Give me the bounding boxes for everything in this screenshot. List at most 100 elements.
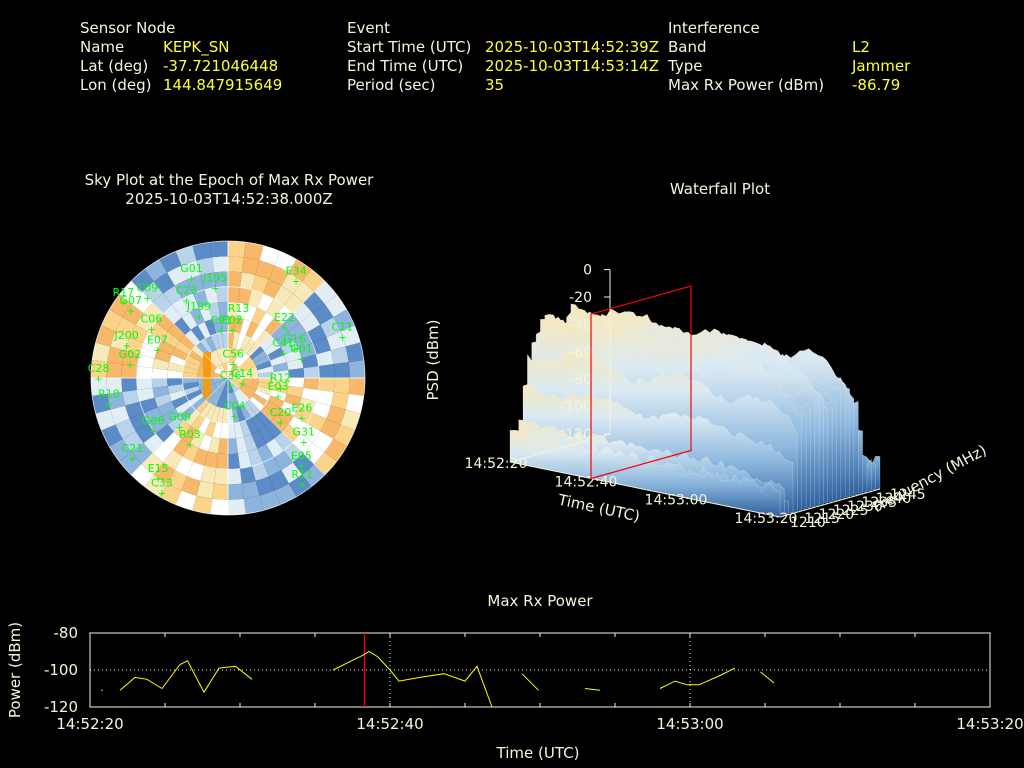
sky-cell bbox=[217, 363, 228, 378]
sky-cell bbox=[239, 420, 252, 437]
sky-cell bbox=[238, 356, 257, 373]
sky-cell bbox=[243, 304, 258, 322]
sky-cell bbox=[307, 324, 327, 344]
satellite-marker: + bbox=[298, 413, 306, 424]
sky-cell bbox=[197, 321, 211, 339]
sky-cell bbox=[257, 293, 274, 313]
sky-cell bbox=[218, 301, 228, 318]
satellite-label: J195 bbox=[202, 272, 227, 285]
sky-cell bbox=[292, 281, 315, 303]
sky-cell bbox=[288, 259, 312, 282]
sky-cell bbox=[115, 317, 136, 338]
sky-cell bbox=[228, 367, 243, 378]
sky-cell bbox=[273, 378, 289, 386]
satellite-label: E03 bbox=[268, 380, 289, 393]
sky-cell bbox=[256, 385, 273, 396]
sky-cell bbox=[228, 408, 234, 424]
sky-cell bbox=[143, 332, 163, 349]
sky-cell bbox=[250, 414, 266, 431]
event-period-value: 35 bbox=[485, 76, 505, 94]
sky-cell bbox=[239, 272, 256, 290]
sky-cell bbox=[153, 462, 175, 484]
sky-cell bbox=[174, 317, 191, 335]
sky-cell bbox=[155, 424, 175, 443]
sky-cell bbox=[260, 334, 277, 351]
sky-cell bbox=[151, 368, 168, 378]
sky-cell bbox=[143, 302, 164, 323]
sky-cell bbox=[257, 443, 274, 463]
sky-cell bbox=[95, 409, 116, 431]
sky-cell bbox=[206, 388, 223, 407]
sky-cell bbox=[237, 451, 252, 469]
sky-cell bbox=[152, 358, 170, 371]
satellite-label: J200 bbox=[114, 329, 139, 342]
sky-cell bbox=[122, 389, 140, 406]
sky-cell bbox=[288, 474, 312, 497]
sky-cell bbox=[257, 381, 274, 390]
sky-cell bbox=[228, 423, 236, 439]
satellite-label: E26 bbox=[291, 401, 312, 414]
sky-cell bbox=[205, 335, 217, 352]
sky-cell bbox=[204, 451, 219, 469]
sky-cell bbox=[249, 345, 265, 360]
sky-cell bbox=[106, 378, 123, 394]
satellite-label: C23 bbox=[176, 284, 198, 297]
sky-cell bbox=[167, 383, 184, 394]
sky-cell bbox=[270, 389, 287, 402]
satellite-label: G07 bbox=[119, 294, 142, 307]
sky-cell bbox=[228, 392, 240, 409]
sky-cell bbox=[195, 399, 210, 415]
sky-cell bbox=[235, 406, 246, 423]
sky-cell bbox=[228, 317, 236, 333]
sky-cell bbox=[157, 401, 176, 417]
interference-heading: Interference bbox=[668, 19, 760, 37]
sky-cell bbox=[144, 259, 168, 282]
sky-cell bbox=[228, 362, 234, 378]
sky-cell bbox=[286, 358, 304, 371]
sky-cell bbox=[143, 407, 163, 424]
sky-cell bbox=[163, 431, 182, 451]
sky-cell bbox=[212, 378, 228, 384]
sky-cell bbox=[179, 334, 196, 351]
power-line-segment bbox=[659, 667, 736, 689]
sensor-lon-value: 144.847915649 bbox=[163, 76, 283, 94]
sky-cell bbox=[218, 438, 228, 455]
sky-cell bbox=[273, 370, 289, 378]
sky-cell bbox=[222, 362, 228, 378]
sky-cell bbox=[318, 378, 335, 392]
sky-cell bbox=[228, 453, 240, 470]
power-point bbox=[101, 689, 103, 692]
sky-cell bbox=[255, 410, 272, 427]
sky-cell bbox=[107, 391, 126, 410]
sky-cell bbox=[125, 401, 144, 419]
sky-cell bbox=[298, 343, 317, 359]
sky-cell bbox=[129, 324, 149, 344]
sky-cell bbox=[157, 339, 176, 355]
satellite-marker: + bbox=[217, 326, 225, 337]
sky-cell bbox=[92, 342, 111, 363]
sky-cell bbox=[122, 303, 144, 325]
sky-cell bbox=[251, 275, 269, 294]
satellite-marker: + bbox=[149, 426, 157, 437]
waterfall-y-tick-label: 1245 bbox=[890, 487, 926, 503]
sky-cell bbox=[185, 389, 202, 401]
sky-cell bbox=[196, 257, 215, 276]
sky-cell bbox=[222, 408, 228, 424]
power-line-segment bbox=[760, 671, 775, 684]
sky-cell bbox=[273, 285, 293, 306]
sky-cell bbox=[181, 426, 198, 444]
sky-cell bbox=[139, 397, 158, 413]
sky-cell bbox=[316, 350, 334, 367]
interference-band-value: L2 bbox=[852, 38, 870, 56]
sky-cell bbox=[188, 350, 204, 363]
sky-cell bbox=[184, 410, 201, 427]
line-chart-y-tick-label: -100 bbox=[44, 661, 78, 679]
sky-cell bbox=[340, 325, 361, 347]
sky-cell bbox=[228, 286, 240, 303]
sky-cell bbox=[141, 281, 164, 303]
sky-cell bbox=[265, 421, 282, 439]
event-start-label: Start Time (UTC) bbox=[347, 38, 472, 56]
sky-cell bbox=[175, 340, 192, 356]
sky-cell bbox=[109, 294, 132, 318]
sky-cell bbox=[135, 423, 156, 443]
